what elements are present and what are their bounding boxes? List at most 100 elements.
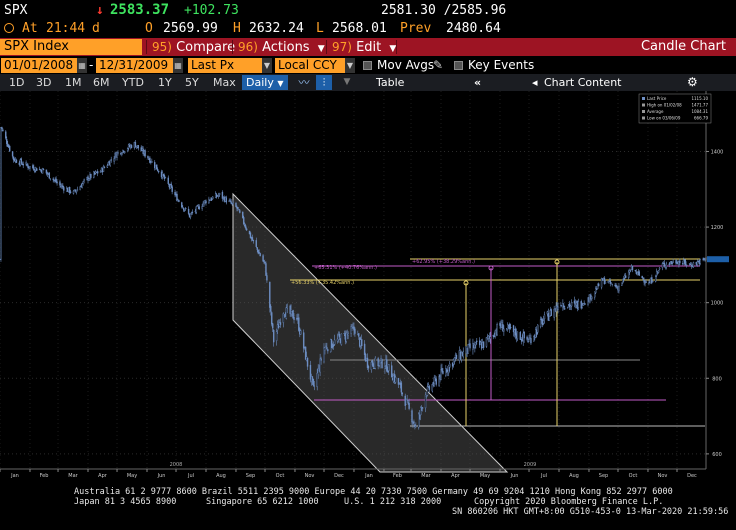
candle-chart-icon[interactable]: ⫶: [316, 75, 332, 90]
start-date-field[interactable]: 01/01/2008: [1, 58, 77, 73]
candle-body: [397, 378, 400, 385]
candle-body: [311, 376, 314, 381]
period-3d[interactable]: 3D: [36, 76, 52, 89]
quote-row-1: SPX ↓ 2583.37 +102.73 2581.30 /2585.96: [0, 2, 736, 20]
period-5y[interactable]: 5Y: [185, 76, 199, 89]
actions-menu[interactable]: 96) Actions ▼: [234, 38, 325, 56]
candle-body: [475, 342, 477, 346]
candle-body: [474, 344, 476, 348]
candle-body: [663, 262, 666, 267]
period-1y[interactable]: 1Y: [158, 76, 172, 89]
period-1m[interactable]: 1M: [65, 76, 82, 89]
candle-body: [597, 283, 600, 287]
candle-body: [696, 261, 698, 265]
frequency-select[interactable]: Daily ▼: [242, 75, 288, 90]
pencil-icon[interactable]: ✎: [433, 58, 444, 72]
fib-lines: [290, 258, 705, 427]
candle-body: [665, 263, 668, 268]
candle-body: [489, 336, 492, 339]
candle-body: [190, 212, 193, 214]
candle-body: [622, 278, 624, 284]
currency-select[interactable]: Local CCY: [275, 58, 345, 73]
candle-body: [482, 341, 485, 348]
candle-body: [596, 288, 598, 290]
candle-body: [163, 175, 166, 179]
candle-body: [386, 359, 388, 372]
candle-body: [582, 303, 584, 306]
compare-menu-label: Compare: [176, 40, 236, 55]
candle-body: [110, 159, 112, 161]
candle-body: [270, 306, 272, 312]
bid-ask: 2581.30 /2585.96: [381, 3, 507, 18]
candle-body: [462, 351, 464, 358]
x-month-label: Apr: [451, 473, 461, 479]
candle-body: [56, 181, 58, 184]
candle-body: [25, 162, 27, 165]
end-date-field[interactable]: 12/31/2009: [96, 58, 173, 73]
candle-body: [218, 192, 221, 196]
key-events-checkbox[interactable]: [454, 61, 463, 70]
candle-body: [79, 186, 81, 191]
mov-avgs-checkbox[interactable]: [363, 61, 372, 70]
candle-body: [2, 129, 4, 132]
calendar-icon[interactable]: ▦: [77, 58, 87, 73]
candle-body: [657, 270, 660, 273]
candle-body: [615, 284, 617, 288]
security-field[interactable]: SPX Index: [0, 39, 142, 55]
candle-body: [256, 247, 258, 250]
candle-body: [266, 275, 268, 281]
x-month-label: Apr: [98, 473, 108, 479]
calendar-icon[interactable]: ▦: [173, 58, 183, 73]
candle-body: [237, 207, 239, 210]
candle-body: [604, 281, 607, 284]
price-field-select[interactable]: Last Px: [188, 58, 262, 73]
price-chart[interactable]: +62.95% (+38.29%ann.) +65.31% (+40.76%an…: [0, 91, 736, 486]
candle-body: [124, 151, 126, 153]
x-month-label: Sep: [599, 473, 608, 479]
x-month-label: Feb: [393, 473, 402, 479]
candle-body: [610, 282, 612, 284]
candle-body: [596, 283, 599, 289]
candle-body: [171, 186, 173, 192]
footer-session-info: SN 860206 HKT GMT+8:00 G510-453-0 13-Mar…: [452, 507, 729, 517]
legend-box: [638, 93, 712, 124]
chart-content-button[interactable]: Chart Content: [544, 76, 622, 89]
footer-copyright: Copyright 2020 Bloomberg Finance L.P.: [474, 497, 664, 507]
chevron-left-icon[interactable]: ◂: [532, 76, 538, 89]
candle-body: [427, 384, 430, 387]
candle-body: [130, 145, 133, 149]
candle-body: [353, 326, 355, 331]
collapse-icon[interactable]: «: [474, 76, 482, 89]
period-ytd[interactable]: YTD: [122, 76, 144, 89]
candle-body: [692, 262, 695, 268]
candle-body: [317, 368, 319, 375]
compare-menu[interactable]: 95) Compare: [148, 38, 235, 56]
candle-body: [467, 344, 469, 354]
dropdown-icon[interactable]: ▼: [345, 58, 355, 73]
candle-body: [527, 341, 529, 343]
x-month-label: Oct: [629, 473, 638, 479]
legend-swatch: [642, 97, 645, 100]
fib-marker-3: [554, 259, 560, 265]
table-button[interactable]: Table: [376, 76, 405, 89]
candle-body: [83, 179, 85, 181]
candle-body: [568, 303, 571, 308]
dropdown-icon[interactable]: ▼: [262, 58, 272, 73]
candle-body: [675, 260, 677, 264]
period-6m[interactable]: 6M: [93, 76, 110, 89]
candle-body: [248, 230, 251, 235]
candle-body: [618, 285, 620, 292]
caret-down-icon: ▼: [389, 44, 397, 54]
gear-icon[interactable]: ⚙: [687, 75, 698, 89]
edit-menu[interactable]: 97) Edit ▼: [328, 38, 396, 56]
period-1d[interactable]: 1D: [9, 76, 25, 89]
candle-body: [170, 183, 172, 188]
candle-body: [282, 313, 285, 323]
period-max[interactable]: Max: [213, 76, 236, 89]
toolbar-dropdown-icon[interactable]: ▼: [343, 77, 351, 87]
candle-body: [292, 310, 294, 319]
low-label: L: [316, 21, 324, 36]
candle-body: [627, 271, 630, 278]
line-chart-icon[interactable]: 〰: [298, 76, 310, 89]
candle-body: [400, 382, 403, 393]
